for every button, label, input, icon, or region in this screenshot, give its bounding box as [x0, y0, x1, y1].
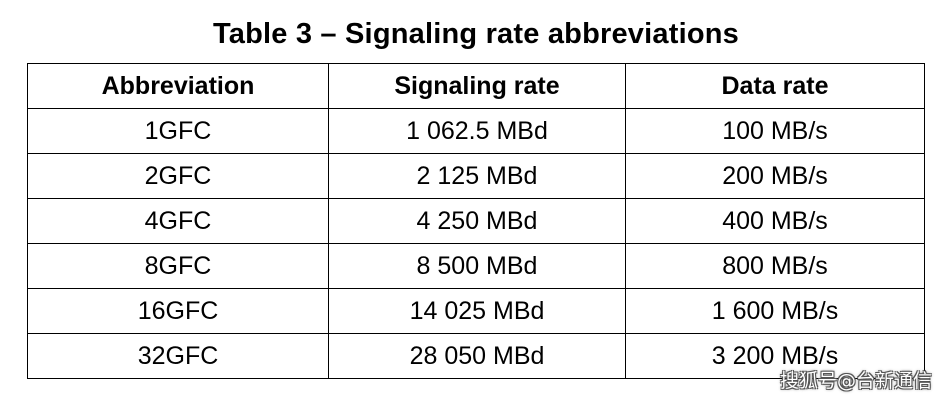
cell-signaling-rate: 8 500 MBd [328, 243, 626, 289]
cell-abbreviation: 4GFC [27, 198, 329, 244]
table-row: 16GFC 14 025 MBd 1 600 MB/s [27, 288, 925, 334]
cell-abbreviation: 8GFC [27, 243, 329, 289]
table-row: 1GFC 1 062.5 MBd 100 MB/s [27, 108, 925, 154]
table-row: 8GFC 8 500 MBd 800 MB/s [27, 243, 925, 289]
header-data-rate: Data rate [625, 63, 925, 109]
cell-signaling-rate: 28 050 MBd [328, 333, 626, 379]
header-abbreviation: Abbreviation [27, 63, 329, 109]
cell-data-rate: 200 MB/s [625, 153, 925, 199]
cell-abbreviation: 1GFC [27, 108, 329, 154]
table-row: 2GFC 2 125 MBd 200 MB/s [27, 153, 925, 199]
signaling-rate-table: Abbreviation Signaling rate Data rate 1G… [27, 63, 925, 379]
cell-signaling-rate: 1 062.5 MBd [328, 108, 626, 154]
header-signaling-rate: Signaling rate [328, 63, 626, 109]
cell-data-rate: 1 600 MB/s [625, 288, 925, 334]
cell-data-rate: 100 MB/s [625, 108, 925, 154]
cell-signaling-rate: 4 250 MBd [328, 198, 626, 244]
cell-abbreviation: 16GFC [27, 288, 329, 334]
table-header-row: Abbreviation Signaling rate Data rate [27, 63, 925, 109]
table-row: 32GFC 28 050 MBd 3 200 MB/s [27, 333, 925, 379]
cell-signaling-rate: 2 125 MBd [328, 153, 626, 199]
table-row: 4GFC 4 250 MBd 400 MB/s [27, 198, 925, 244]
cell-abbreviation: 2GFC [27, 153, 329, 199]
cell-abbreviation: 32GFC [27, 333, 329, 379]
table-title: Table 3 – Signaling rate abbreviations [213, 18, 739, 50]
cell-data-rate: 3 200 MB/s [625, 333, 925, 379]
watermark: 搜狐号@台新通信 [779, 370, 932, 392]
cell-signaling-rate: 14 025 MBd [328, 288, 626, 334]
cell-data-rate: 400 MB/s [625, 198, 925, 244]
cell-data-rate: 800 MB/s [625, 243, 925, 289]
